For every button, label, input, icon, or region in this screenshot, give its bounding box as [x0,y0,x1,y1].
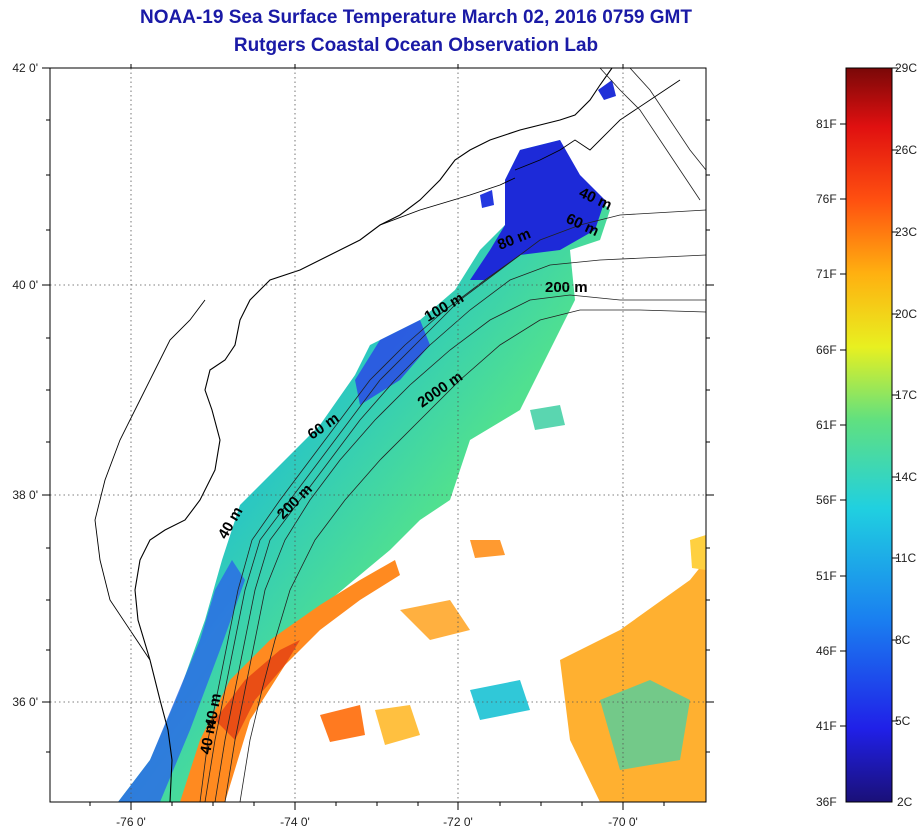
contour-label: 40 m [197,719,220,756]
colorbar-c-label: 17C [895,388,918,402]
colorbar-f-label: 81F [816,117,837,131]
coastline-longisland [379,177,516,226]
sst-offshore-patch-7 [530,405,565,430]
sst-cold-nearshore [355,320,430,405]
lon-label: -74 0' [280,815,310,829]
isobath-lines [199,68,706,802]
colorbar-f-label: 71F [816,267,837,281]
map-title: NOAA-19 Sea Surface Temperature March 02… [140,7,692,28]
sst-cold-region [470,140,605,280]
sst-main-field [118,140,610,802]
colorbar-f-label: 36F [816,795,837,809]
colorbar-c-label: 14C [895,470,918,484]
lon-label: -70 0' [608,815,638,829]
colorbar-c-label: 2C [897,795,913,809]
sst-offshore-patch-2 [600,680,690,770]
map-frame [49,67,707,803]
graticule [50,68,706,802]
colorbar-f-label: 46F [816,644,837,658]
lon-label: -72 0' [443,815,473,829]
lat-label: 42 0' [12,61,38,75]
sst-nearshore-band [118,560,245,802]
lat-label: 36 0' [12,695,38,709]
colorbar-c-label: 5C [895,714,911,728]
colorbar-f-label: 56F [816,493,837,507]
colorbar-f-label: 41F [816,719,837,733]
colorbar-c-label: 23C [895,225,918,239]
sst-offshore-patch-5 [400,600,470,640]
colorbar-ticks [840,67,898,727]
coastline [134,68,613,802]
sst-cold-patch-north [598,80,616,100]
coastline-newengland [514,79,681,171]
colorbar-f-label: 76F [816,192,837,206]
contour-label: 200 m [545,279,588,296]
colorbar-f-label: 51F [816,569,837,583]
sst-gulf-stream-core [215,640,300,740]
lat-label: 40 0' [12,278,38,292]
colorbar-c-label: 26C [895,143,918,157]
colorbar-c-label: 20C [895,307,918,321]
sst-offshore-patch-9 [690,535,706,570]
contour-label: 40 m [202,692,225,729]
colorbar-f-label: 61F [816,418,837,432]
lat-label: 38 0' [12,488,38,502]
coastline-chesapeake [94,299,206,661]
sst-cold-patch-west [480,190,494,208]
colorbar-c-label: 11C [895,551,917,565]
colorbar-c-label: 29C [895,61,918,75]
colorbar-f-label: 66F [816,343,837,357]
map-subtitle: Rutgers Coastal Ocean Observation Lab [233,35,599,56]
lon-label: -76 0' [116,815,146,829]
axis-ticks [42,64,714,810]
sst-offshore-patch-3 [320,705,365,742]
colorbar-c-label: 8C [895,633,911,647]
sst-offshore-patch-6 [470,540,505,558]
colorbar [845,67,893,803]
sst-offshore-patch-8 [470,680,530,720]
sst-offshore-patch-4 [375,705,420,745]
